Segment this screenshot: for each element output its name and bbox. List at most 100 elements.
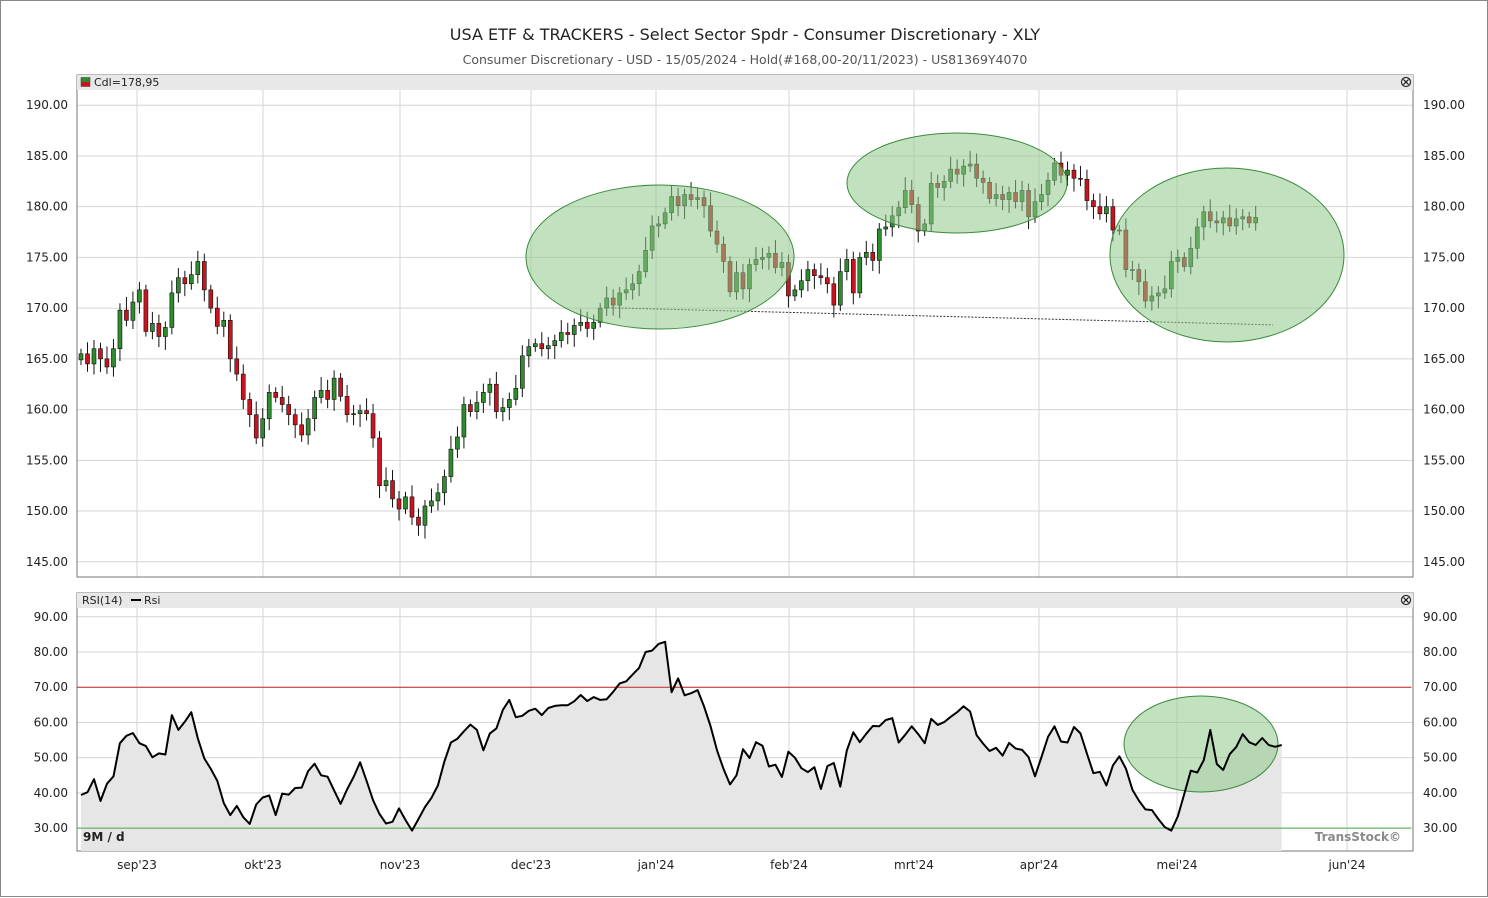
- candle-body: [1110, 206, 1116, 231]
- candle-body: [448, 448, 454, 477]
- candle-body: [1084, 178, 1090, 201]
- candle-body: [403, 496, 408, 510]
- period-label[interactable]: 9M / d: [83, 830, 125, 844]
- candle-body: [416, 516, 421, 526]
- candle-body: [799, 280, 804, 291]
- candle-body: [558, 332, 564, 341]
- candle-body: [442, 476, 447, 494]
- candle-body: [825, 277, 830, 285]
- candle-body: [863, 252, 869, 258]
- rsi-y-tick-left: 80.00: [34, 645, 68, 659]
- highlight-ellipse: [1123, 695, 1279, 793]
- candle-legend-swatch-down: [81, 82, 90, 87]
- candle-body: [812, 269, 817, 276]
- x-tick-label: jun'24: [1327, 858, 1365, 872]
- candle-body: [461, 404, 467, 438]
- price-y-tick-right: 180.00: [1423, 200, 1465, 214]
- candle-body: [279, 397, 285, 405]
- x-tick-label: sep'23: [117, 858, 157, 872]
- price-y-tick-left: 175.00: [26, 250, 68, 264]
- candle-body: [156, 323, 162, 337]
- watermark: TransStock©: [1315, 830, 1401, 844]
- candle-body: [130, 301, 136, 321]
- rsi-legend-series: Rsi: [144, 594, 160, 607]
- candle-body: [163, 327, 168, 337]
- x-tick-label: nov'23: [380, 858, 421, 872]
- price-y-tick-left: 190.00: [26, 98, 68, 112]
- candle-body: [584, 322, 590, 329]
- price-y-tick-left: 145.00: [26, 555, 68, 569]
- highlight-ellipse: [1109, 167, 1345, 343]
- rsi-line: [80, 640, 1282, 832]
- candle-body: [1091, 200, 1096, 207]
- price-y-tick-right: 185.00: [1423, 149, 1465, 163]
- rsi-y-tick-left: 40.00: [34, 786, 68, 800]
- rsi-y-tick-left: 70.00: [34, 680, 68, 694]
- candle-body: [552, 340, 558, 346]
- candle-body: [1065, 169, 1070, 176]
- candle-body: [370, 413, 376, 439]
- candle-body: [390, 480, 395, 500]
- candle-body: [383, 480, 389, 486]
- candle-body: [494, 383, 499, 412]
- candle-body: [286, 404, 291, 415]
- candle-body: [214, 307, 220, 327]
- price-y-tick-right: 165.00: [1423, 352, 1465, 366]
- highlight-ellipse: [846, 132, 1068, 234]
- candle-body: [1071, 169, 1077, 179]
- price-y-tick-right: 160.00: [1423, 403, 1465, 417]
- rsi-y-tick-right: 70.00: [1423, 680, 1457, 694]
- chart-title: USA ETF & TRACKERS - Select Sector Spdr …: [449, 25, 1041, 44]
- price-panel-close-button[interactable]: [1400, 76, 1412, 88]
- rsi-panel-close-button[interactable]: [1400, 594, 1412, 606]
- x-tick-label: okt'23: [244, 858, 282, 872]
- rsi-y-tick-right: 90.00: [1423, 610, 1457, 624]
- candle-body: [137, 289, 142, 303]
- rsi-y-tick-left: 90.00: [34, 610, 68, 624]
- price-y-tick-right: 190.00: [1423, 98, 1465, 112]
- candle-body: [838, 271, 843, 306]
- x-tick-label: dec'23: [511, 858, 551, 872]
- candle-body: [266, 392, 272, 420]
- candle-body: [299, 424, 304, 436]
- candle-body: [117, 309, 123, 350]
- candle-body: [532, 343, 538, 347]
- candle-body: [234, 358, 240, 375]
- rsi-y-tick-right: 30.00: [1423, 821, 1457, 835]
- candle-body: [85, 353, 90, 365]
- candle-body: [831, 283, 837, 306]
- price-y-tick-left: 160.00: [26, 403, 68, 417]
- candle-body: [409, 496, 415, 518]
- candle-body: [487, 383, 493, 393]
- candle-body: [507, 399, 512, 408]
- rsi-y-tick-left: 60.00: [34, 715, 68, 729]
- chart-subtitle: Consumer Discretionary - USD - 15/05/202…: [462, 52, 1028, 67]
- candle-body: [247, 399, 253, 415]
- candle-body: [78, 353, 84, 361]
- candle-body: [98, 348, 103, 360]
- candle-body: [111, 348, 116, 368]
- rsi-y-tick-right: 60.00: [1423, 715, 1457, 729]
- candle-body: [500, 407, 506, 412]
- candle-body: [377, 437, 382, 486]
- candle-body: [468, 404, 473, 412]
- rsi-y-tick-right: 50.00: [1423, 751, 1457, 765]
- price-y-tick-right: 175.00: [1423, 250, 1465, 264]
- candle-body: [396, 498, 402, 510]
- candle-body: [176, 277, 181, 294]
- price-y-tick-right: 150.00: [1423, 504, 1465, 518]
- axis-labels: sep'23 okt'23 nov'23 dec'23 jan'24 feb'24 mrt'…: [26, 98, 1465, 872]
- rsi-y-tick-left: 30.00: [34, 821, 68, 835]
- candle-body: [143, 289, 149, 332]
- candle-body: [526, 346, 532, 357]
- candle-body: [273, 392, 279, 398]
- price-series: [78, 132, 1345, 539]
- candle-body: [305, 418, 311, 436]
- price-y-tick-left: 150.00: [26, 504, 68, 518]
- candle-body: [357, 410, 363, 414]
- candle-body: [429, 500, 434, 507]
- candle-body: [474, 402, 480, 412]
- rsi-series: [77, 640, 1411, 851]
